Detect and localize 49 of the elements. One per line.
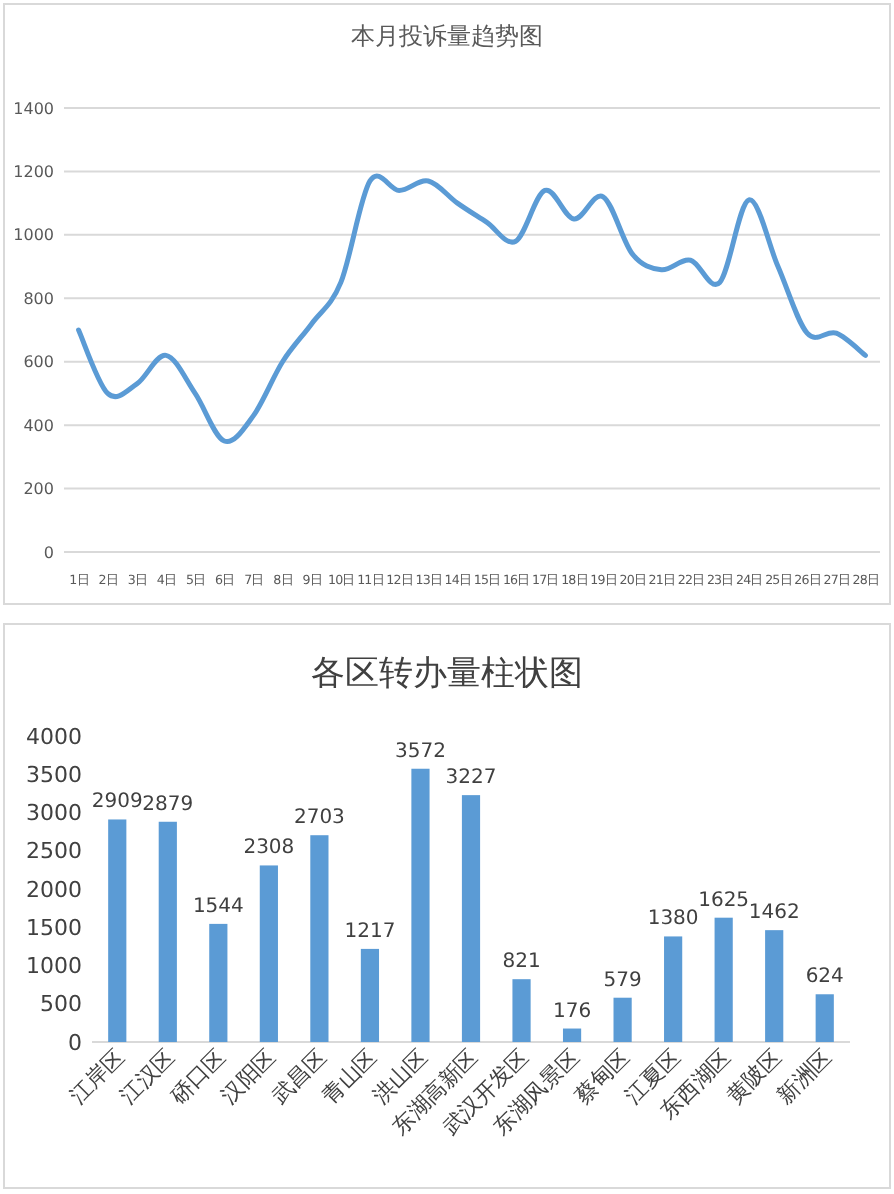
data-label: 579 <box>603 969 642 992</box>
bar <box>209 923 228 1042</box>
data-label: 1625 <box>698 889 750 912</box>
y-tick-label: 3000 <box>26 800 82 827</box>
data-label: 624 <box>805 966 844 989</box>
bar <box>310 835 329 1042</box>
bar <box>613 997 632 1042</box>
data-label: 2703 <box>293 807 345 830</box>
bar <box>158 821 177 1042</box>
data-label: 3227 <box>445 767 497 790</box>
bar <box>411 768 430 1042</box>
data-label: 1217 <box>344 920 396 943</box>
data-label: 1462 <box>748 902 800 925</box>
bar <box>461 795 481 1042</box>
bar <box>714 917 733 1042</box>
bar <box>512 979 531 1042</box>
y-tick-label: 2000 <box>26 876 82 903</box>
y-tick-label: 400 <box>23 416 54 435</box>
bar <box>108 819 127 1042</box>
y-tick-label: 1400 <box>13 99 54 118</box>
y-tick-label: 0 <box>43 543 54 562</box>
data-label: 1380 <box>647 908 699 931</box>
bar <box>259 865 278 1042</box>
bar <box>360 948 380 1042</box>
y-tick-label: 600 <box>23 353 54 372</box>
y-tick-label: 800 <box>23 289 54 308</box>
chart-title: 各区转办量柱状图 <box>311 654 583 694</box>
chart-title: 本月投诉量趋势图 <box>351 22 543 50</box>
y-tick-label: 3500 <box>26 761 82 788</box>
bar <box>664 936 683 1042</box>
data-label: 2909 <box>91 791 143 814</box>
data-label: 821 <box>502 951 541 974</box>
y-tick-label: 2500 <box>26 838 82 865</box>
y-tick-label: 500 <box>40 991 82 1018</box>
data-label: 3572 <box>395 740 446 763</box>
data-label: 2308 <box>243 837 295 860</box>
data-label: 1544 <box>192 895 244 918</box>
y-tick-label: 1000 <box>13 226 54 245</box>
bar <box>562 1028 582 1042</box>
y-tick-label: 200 <box>23 480 54 499</box>
data-label: 176 <box>552 1000 592 1023</box>
y-tick-label: 1500 <box>26 914 82 941</box>
bar <box>815 994 834 1042</box>
y-tick-label: 1200 <box>13 163 54 182</box>
y-tick-label: 4000 <box>26 723 82 750</box>
bar <box>765 930 784 1042</box>
y-tick-label: 1000 <box>26 953 82 980</box>
data-label: 2879 <box>142 793 194 816</box>
y-tick-label: 0 <box>68 1029 82 1056</box>
